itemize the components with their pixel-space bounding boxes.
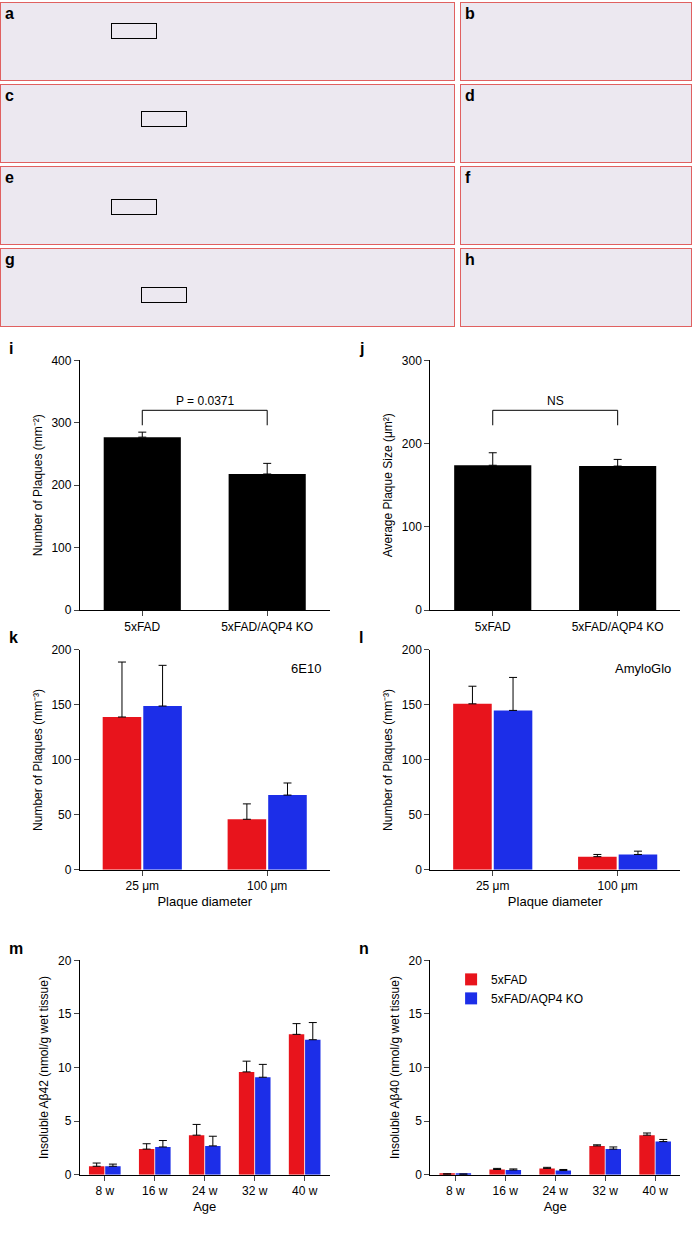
svg-text:Number of Plaques (mm⁻³): Number of Plaques (mm⁻³) [31, 689, 45, 831]
svg-text:100 μm: 100 μm [247, 879, 287, 893]
svg-text:50: 50 [58, 808, 72, 822]
svg-text:5: 5 [65, 1114, 72, 1128]
svg-text:15: 15 [58, 1007, 72, 1021]
svg-text:AmyloGlo: AmyloGlo [615, 661, 671, 676]
svg-text:Age: Age [544, 1199, 567, 1214]
html-text:d: d [465, 87, 475, 104]
html-text:c: c [5, 87, 14, 104]
svg-text:200: 200 [402, 643, 422, 657]
svg-text:5xFAD/AQP4 KO: 5xFAD/AQP4 KO [491, 992, 583, 1006]
svg-text:100: 100 [51, 753, 71, 767]
svg-text:10: 10 [409, 1061, 423, 1075]
svg-text:150: 150 [402, 698, 422, 712]
svg-text:P = 0.0371: P = 0.0371 [176, 394, 234, 408]
html-text:f: f [465, 169, 471, 186]
svg-text:k: k [9, 629, 18, 646]
svg-text:8 w: 8 w [446, 1184, 465, 1198]
svg-text:25 μm: 25 μm [476, 879, 510, 893]
html-text:a: a [5, 5, 14, 22]
svg-text:5xFAD: 5xFAD [475, 620, 511, 634]
svg-text:400: 400 [51, 354, 71, 368]
svg-text:32 w: 32 w [592, 1184, 618, 1198]
svg-text:5: 5 [415, 1114, 422, 1128]
svg-text:8 w: 8 w [95, 1184, 114, 1198]
svg-text:Average Plaque Size (μm²): Average Plaque Size (μm²) [381, 413, 395, 557]
svg-text:n: n [359, 940, 369, 957]
svg-text:40 w: 40 w [292, 1184, 318, 1198]
svg-text:l: l [359, 629, 363, 646]
svg-text:200: 200 [51, 643, 71, 657]
svg-text:24 w: 24 w [192, 1184, 218, 1198]
svg-text:10: 10 [58, 1061, 72, 1075]
svg-text:20: 20 [58, 954, 72, 968]
svg-text:Plaque diameter: Plaque diameter [508, 894, 603, 909]
svg-text:0: 0 [415, 863, 422, 877]
svg-text:25 μm: 25 μm [125, 879, 159, 893]
svg-text:5xFAD/AQP4 KO: 5xFAD/AQP4 KO [221, 620, 313, 634]
svg-text:Number of Plaques (mm⁻³): Number of Plaques (mm⁻³) [381, 689, 395, 831]
svg-text:j: j [359, 340, 364, 357]
html-text:e: e [5, 169, 14, 186]
svg-text:15: 15 [409, 1007, 423, 1021]
svg-text:200: 200 [51, 478, 71, 492]
svg-text:6E10: 6E10 [291, 661, 321, 676]
svg-text:Plaque diameter: Plaque diameter [157, 894, 252, 909]
svg-text:5xFAD/AQP4 KO: 5xFAD/AQP4 KO [572, 620, 664, 634]
svg-text:5xFAD: 5xFAD [124, 620, 160, 634]
svg-text:Number of Plaques (mm⁻²): Number of Plaques (mm⁻²) [31, 414, 45, 556]
svg-text:m: m [9, 940, 23, 957]
svg-text:50: 50 [409, 808, 423, 822]
svg-text:NS: NS [547, 394, 564, 408]
svg-text:16 w: 16 w [142, 1184, 168, 1198]
svg-text:100 μm: 100 μm [598, 879, 638, 893]
svg-text:5xFAD: 5xFAD [491, 973, 527, 987]
svg-text:300: 300 [402, 354, 422, 368]
svg-text:16 w: 16 w [493, 1184, 519, 1198]
svg-text:Age: Age [193, 1199, 216, 1214]
html-text:h: h [465, 251, 475, 268]
svg-text:i: i [9, 340, 13, 357]
svg-text:40 w: 40 w [642, 1184, 668, 1198]
svg-text:100: 100 [402, 753, 422, 767]
svg-text:Insoluble Aβ42 (nmol/g wet tis: Insoluble Aβ42 (nmol/g wet tissue) [37, 976, 51, 1159]
html-text:b: b [465, 5, 475, 22]
html-text:g: g [5, 251, 15, 268]
svg-text:0: 0 [65, 863, 72, 877]
svg-text:0: 0 [415, 603, 422, 617]
svg-text:0: 0 [415, 1168, 422, 1182]
svg-text:20: 20 [409, 954, 423, 968]
svg-text:0: 0 [65, 603, 72, 617]
svg-text:200: 200 [402, 437, 422, 451]
svg-text:24 w: 24 w [543, 1184, 569, 1198]
svg-text:Insoluble Aβ40 (nmol/g wet tis: Insoluble Aβ40 (nmol/g wet tissue) [388, 976, 402, 1159]
svg-text:150: 150 [51, 698, 71, 712]
svg-text:100: 100 [402, 520, 422, 534]
svg-text:32 w: 32 w [242, 1184, 268, 1198]
svg-text:0: 0 [65, 1168, 72, 1182]
svg-text:300: 300 [51, 416, 71, 430]
svg-text:100: 100 [51, 541, 71, 555]
